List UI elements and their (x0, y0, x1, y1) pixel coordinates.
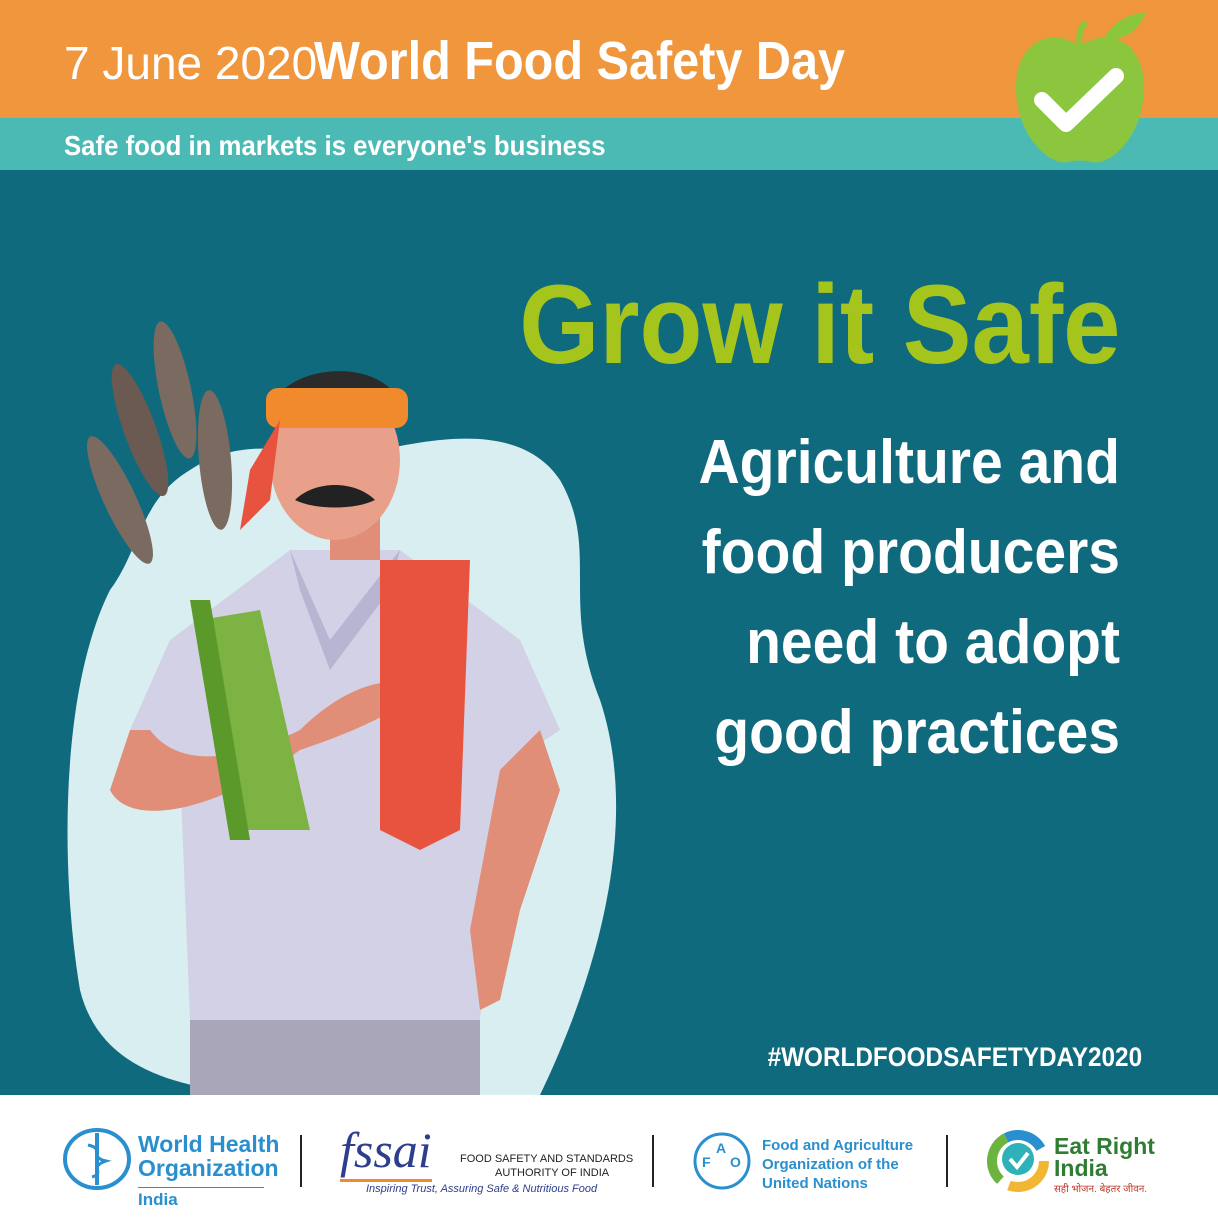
hashtag: #WORLDFOODSAFETYDAY2020 (767, 1042, 1142, 1072)
who-emblem-icon (63, 1128, 131, 1190)
who-name-3: India (138, 1187, 264, 1210)
eri-motto: सही भोजन. बेहतर जीवन. (1054, 1184, 1148, 1195)
tagline-band: Safe food in markets is everyone's busin… (0, 118, 1218, 170)
message-line: food producers (701, 518, 1120, 587)
header-band: 7 June 2020 World Food Safety Day (0, 0, 1218, 118)
eri-name-2: India (1054, 1155, 1108, 1181)
divider (652, 1135, 654, 1187)
message-line: good practices (714, 698, 1120, 767)
event-title: World Food Safety Day (314, 31, 846, 91)
apple-checkmark-icon (1016, 12, 1146, 163)
event-date: 7 June 2020 (64, 37, 318, 89)
headline: Grow it Safe (518, 262, 1120, 387)
divider (300, 1135, 302, 1187)
fssai-motto: Inspiring Trust, Assuring Safe & Nutriti… (366, 1183, 598, 1195)
svg-text:A: A (716, 1140, 726, 1156)
svg-text:O: O (730, 1154, 741, 1170)
who-name-2: Organization (138, 1155, 279, 1181)
message: Agriculture and food producers need to a… (605, 418, 1120, 778)
fao-name-1: Food and Agriculture (762, 1137, 914, 1154)
svg-text:F: F (702, 1154, 711, 1170)
fao-emblem-icon: FAO (693, 1132, 751, 1190)
eat-right-india-emblem-icon (987, 1130, 1049, 1192)
partner-logos: World Health Organization India fssai FO… (0, 1095, 1218, 1218)
fao-name-3: United Nations (762, 1175, 868, 1192)
who-name-1: World Health (138, 1131, 280, 1157)
farmer-illustration (67, 321, 617, 1095)
tagline: Safe food in markets is everyone's busin… (64, 130, 606, 161)
main-panel: Grow it Safe Agriculture and food produc… (0, 170, 1218, 1095)
eri-name-1: Eat Right (1054, 1133, 1155, 1159)
message-line: Agriculture and (698, 428, 1120, 497)
fssai-logo: fssai (340, 1121, 432, 1182)
message-line: need to adopt (746, 608, 1120, 677)
wheat-bundle (87, 321, 310, 840)
fssai-name-2: AUTHORITY OF INDIA (495, 1167, 610, 1179)
fssai-name-1: FOOD SAFETY AND STANDARDS (460, 1153, 634, 1165)
divider (946, 1135, 948, 1187)
fao-name-2: Organization of the (762, 1156, 899, 1173)
